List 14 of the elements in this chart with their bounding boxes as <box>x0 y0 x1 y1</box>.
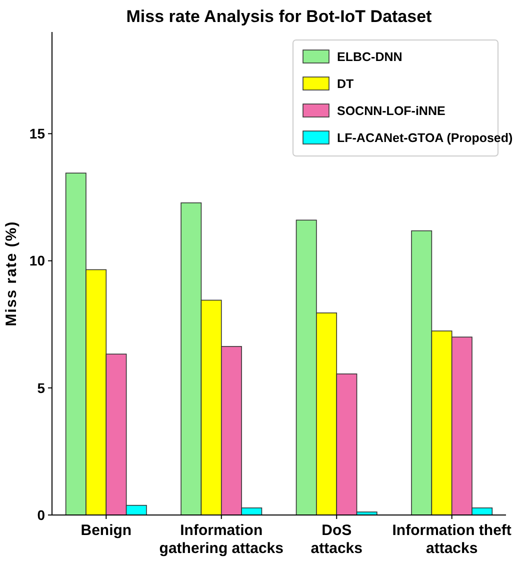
legend-label: SOCNN-LOF-iNNE <box>337 104 446 118</box>
legend-label: DT <box>337 77 354 91</box>
x-tick-label: DoS attacks <box>310 522 362 557</box>
y-axis-title: Miss rate (%) <box>3 220 20 326</box>
y-tick-label: 0 <box>37 506 46 523</box>
x-tick-label: Information gathering attacks <box>159 522 284 557</box>
x-tick-label: Benign <box>80 522 132 539</box>
y-tick-label: 10 <box>29 252 46 269</box>
x-tick-label: Information theft attacks <box>392 522 512 557</box>
y-tick-label: 15 <box>29 126 46 142</box>
chart-title: Miss rate Analysis for Bot-IoT Dataset <box>126 7 432 26</box>
legend-label: LF-ACANet-GTOA (Proposed) <box>337 131 513 145</box>
legend-label: ELBC-DNN <box>337 50 402 64</box>
y-tick-label: 5 <box>37 380 46 396</box>
